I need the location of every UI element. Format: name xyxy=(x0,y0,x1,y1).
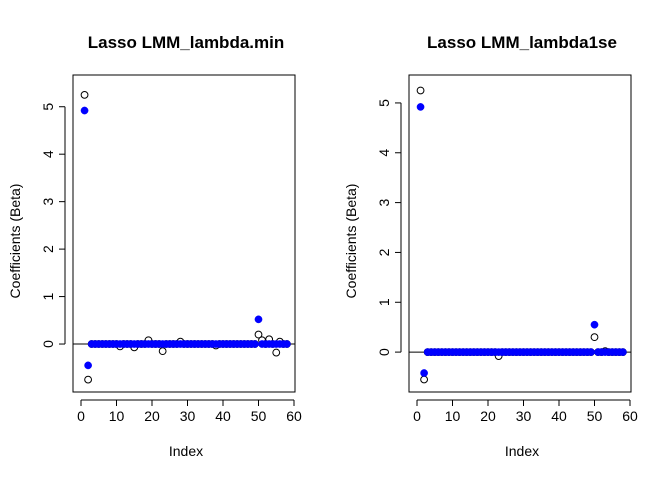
data-point-open xyxy=(80,90,89,99)
data-point-filled xyxy=(416,103,425,111)
x-tick-label: 40 xyxy=(215,408,231,424)
data-point-open xyxy=(590,333,599,342)
x-tick-label: 10 xyxy=(109,408,125,424)
y-tick-label: 3 xyxy=(40,198,56,206)
data-point-filled xyxy=(420,369,428,377)
data-point-filled xyxy=(84,361,92,370)
y-tick-label: 3 xyxy=(376,198,392,206)
data-point-filled xyxy=(587,348,595,356)
x-tick-label: 30 xyxy=(516,408,532,424)
y-tick-label: 5 xyxy=(376,99,392,107)
panel-title: Lasso LMM_lambda.min xyxy=(88,33,284,52)
panel-lambda1se: Lasso LMM_lambda1se Index Coefficients (… xyxy=(343,33,638,459)
data-point-filled xyxy=(619,348,627,356)
x-tick-label: 0 xyxy=(413,408,421,424)
data-point-open xyxy=(416,86,425,95)
y-tick-label: 0 xyxy=(40,340,56,348)
x-tick-label: 30 xyxy=(180,408,196,424)
x-tick-label: 50 xyxy=(251,408,267,424)
y-tick-label: 0 xyxy=(376,348,392,356)
data-point-filled xyxy=(80,106,89,115)
x-tick-label: 60 xyxy=(286,408,302,424)
x-tick-label: 50 xyxy=(587,408,603,424)
data-point-filled xyxy=(590,320,599,329)
y-tick-label: 4 xyxy=(40,150,56,158)
y-tick-label: 5 xyxy=(40,103,56,111)
data-point-filled xyxy=(254,315,263,324)
y-tick-label: 1 xyxy=(40,292,56,300)
x-tick-label: 0 xyxy=(77,408,85,424)
x-tick-label: 40 xyxy=(551,408,567,424)
x-tick-label: 10 xyxy=(445,408,461,424)
plot-box xyxy=(408,74,632,393)
data-point-filled xyxy=(283,340,291,348)
data-point-open xyxy=(254,330,263,339)
data-point-open xyxy=(158,347,167,356)
y-tick-label: 2 xyxy=(376,248,392,256)
x-tick-label: 20 xyxy=(480,408,496,424)
data-point-filled xyxy=(251,340,259,348)
x-axis-label: Index xyxy=(505,443,539,459)
y-tick-label: 1 xyxy=(376,298,392,306)
y-tick-label: 2 xyxy=(40,245,56,253)
panel-title: Lasso LMM_lambda1se xyxy=(427,33,617,52)
data-point-open xyxy=(272,348,281,357)
plot-box xyxy=(72,74,296,393)
x-tick-label: 20 xyxy=(144,408,160,424)
y-tick-label: 4 xyxy=(376,149,392,157)
x-axis-label: Index xyxy=(169,443,203,459)
y-axis-label: Coefficients (Beta) xyxy=(343,184,359,299)
panel-lambda-min: Lasso LMM_lambda.min Index Coefficients … xyxy=(7,33,302,459)
data-point-open xyxy=(420,375,429,384)
x-tick-label: 60 xyxy=(622,408,638,424)
y-axis-label: Coefficients (Beta) xyxy=(7,184,23,299)
data-point-open xyxy=(84,375,92,384)
